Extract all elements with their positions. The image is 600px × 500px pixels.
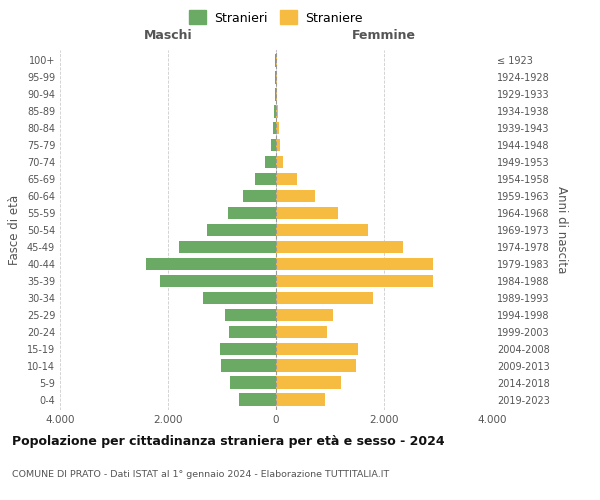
Bar: [273, 122, 276, 134]
Bar: [276, 360, 356, 372]
Bar: [274, 105, 276, 118]
Bar: [275, 88, 276, 101]
Bar: [276, 308, 332, 322]
Bar: [207, 224, 276, 236]
Bar: [276, 342, 358, 355]
Bar: [276, 394, 325, 406]
Bar: [276, 206, 338, 220]
Bar: [265, 156, 276, 168]
Bar: [271, 138, 276, 151]
Bar: [179, 240, 276, 254]
Text: COMUNE DI PRATO - Dati ISTAT al 1° gennaio 2024 - Elaborazione TUTTITALIA.IT: COMUNE DI PRATO - Dati ISTAT al 1° genna…: [12, 470, 389, 479]
Bar: [225, 308, 276, 322]
Legend: Stranieri, Straniere: Stranieri, Straniere: [185, 8, 367, 29]
Bar: [276, 138, 280, 151]
Bar: [276, 376, 341, 389]
Bar: [221, 360, 276, 372]
Bar: [276, 240, 403, 254]
Bar: [276, 156, 283, 168]
Bar: [276, 258, 433, 270]
Text: Maschi: Maschi: [143, 30, 193, 43]
Bar: [160, 274, 276, 287]
Bar: [276, 274, 433, 287]
Bar: [276, 88, 277, 101]
Bar: [256, 172, 276, 186]
Bar: [276, 122, 279, 134]
Bar: [276, 190, 316, 202]
Bar: [220, 342, 276, 355]
Bar: [239, 394, 276, 406]
Bar: [146, 258, 276, 270]
Bar: [230, 376, 276, 389]
Y-axis label: Fasce di età: Fasce di età: [8, 195, 21, 265]
Bar: [203, 292, 276, 304]
Bar: [242, 190, 276, 202]
Bar: [276, 292, 373, 304]
Y-axis label: Anni di nascita: Anni di nascita: [555, 186, 568, 274]
Bar: [276, 224, 368, 236]
Bar: [229, 326, 276, 338]
Bar: [276, 172, 296, 186]
Bar: [276, 326, 327, 338]
Text: Femmine: Femmine: [352, 30, 416, 43]
Bar: [228, 206, 276, 220]
Text: Popolazione per cittadinanza straniera per età e sesso - 2024: Popolazione per cittadinanza straniera p…: [12, 435, 445, 448]
Bar: [276, 105, 278, 118]
